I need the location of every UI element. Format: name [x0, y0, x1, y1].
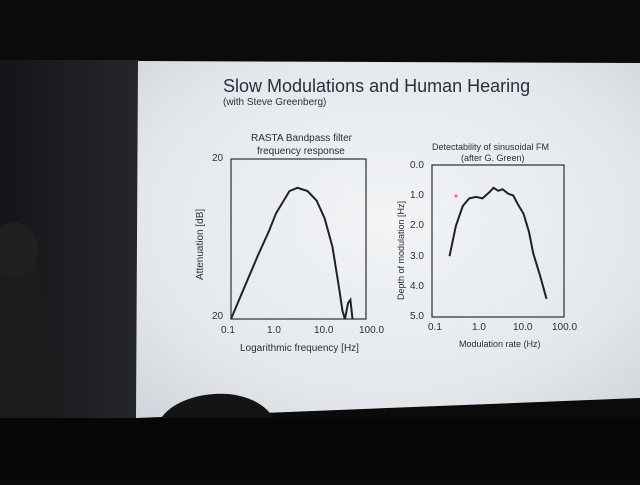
fm-x-tick-3: 100.0 — [552, 322, 578, 333]
rasta-chart-title-line2: frequency response — [257, 146, 345, 157]
fm-y-tick-4: 4.0 — [410, 281, 424, 292]
rasta-x-tick-0: 0.1 — [221, 325, 235, 336]
fm-y-axis-label: Depth of modulation [Hz] — [396, 200, 406, 300]
presenter-head — [0, 222, 38, 278]
rasta-y-axis-label: Attenuation [dB] — [195, 208, 206, 280]
fm-x-tick-1: 1.0 — [472, 322, 486, 333]
fm-x-axis-label: Modulation rate (Hz) — [459, 339, 541, 349]
rasta-response-line — [230, 186, 354, 320]
fm-x-tick-0: 0.1 — [428, 322, 442, 333]
fm-y-tick-5: 5.0 — [410, 311, 424, 322]
fm-detectability-line — [448, 186, 548, 300]
rasta-chart-frame — [230, 158, 367, 320]
rasta-y-tick-top: 20 — [212, 153, 224, 164]
fm-chart — [431, 164, 565, 318]
audience-head — [160, 393, 274, 420]
slide-title: Slow Modulations and Human Hearing — [223, 76, 531, 96]
rasta-x-axis-label: Logarithmic frequency [Hz] — [240, 343, 359, 354]
room-floor — [0, 418, 640, 480]
rasta-x-tick-1: 1.0 — [267, 325, 281, 336]
slide-subtitle: (with Steve Greenberg) — [223, 97, 327, 108]
rasta-x-tick-3: 100.0 — [359, 325, 385, 336]
fm-x-tick-2: 10.0 — [513, 322, 533, 333]
rasta-chart-title-line1: RASTA Bandpass filter — [251, 133, 352, 144]
fm-y-tick-3: 3.0 — [410, 251, 424, 262]
rasta-x-tick-2: 10.0 — [314, 325, 334, 336]
rasta-chart — [230, 158, 367, 320]
projection-screen — [136, 61, 640, 418]
laser-pointer-dot — [454, 194, 458, 198]
fm-chart-title-line2: (after G. Green) — [461, 153, 525, 163]
fm-y-tick-1: 1.0 — [410, 190, 424, 201]
fm-y-tick-2: 2.0 — [410, 220, 424, 231]
rasta-y-tick-bottom: 20 — [212, 311, 224, 322]
fm-chart-frame — [431, 164, 565, 318]
fm-y-tick-0: 0.0 — [410, 160, 424, 171]
fm-chart-title-line1: Detectability of sinusoidal FM — [432, 142, 550, 152]
